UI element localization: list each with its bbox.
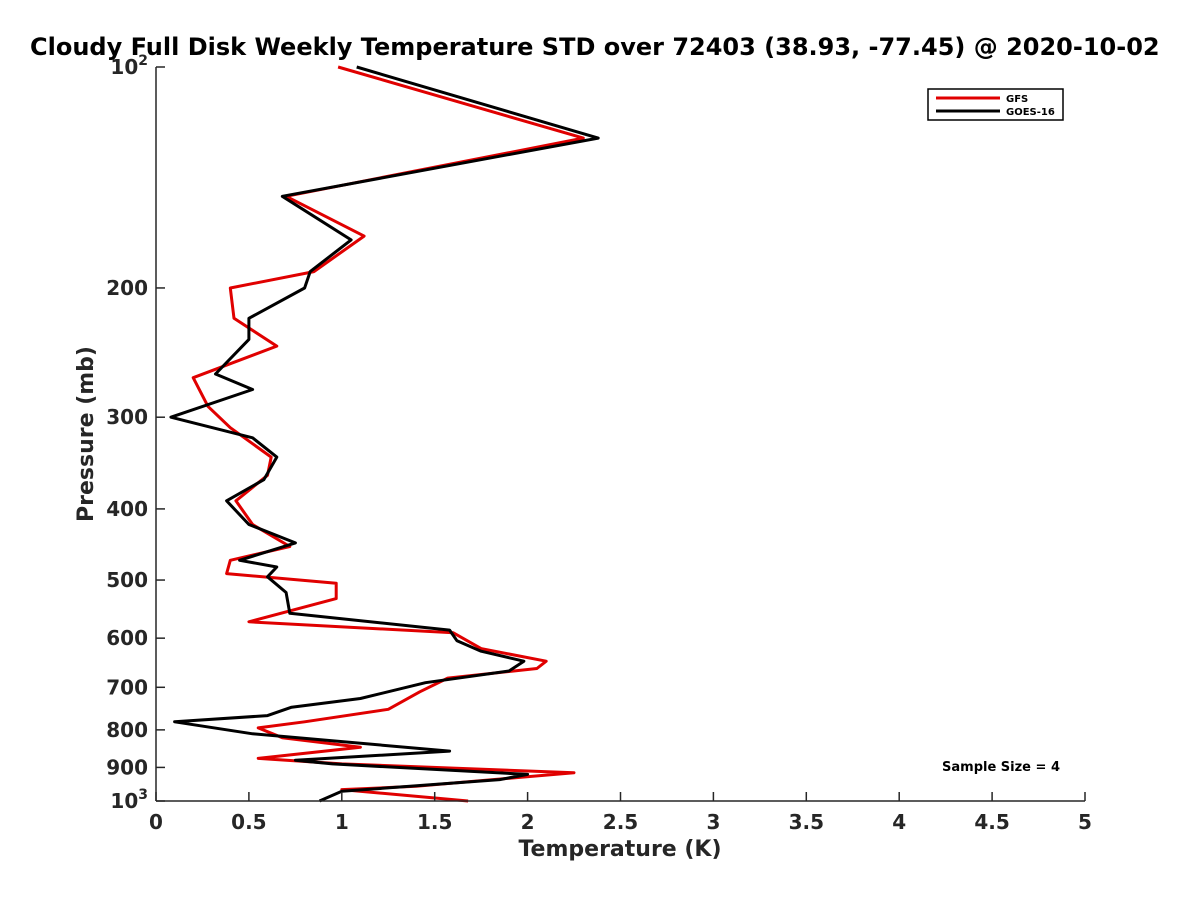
y-tick-label: 700 [106,675,148,699]
x-axis-title: Temperature (K) [518,837,721,862]
y-tick-label: 102 [110,53,148,79]
y-axis-title: Pressure (mb) [74,346,99,522]
x-tick-label: 2 [521,810,535,834]
y-tick-label: 300 [106,405,148,429]
y-tick-label: 103 [110,787,148,813]
legend: GFS GOES-16 [927,88,1064,121]
legend-box [927,88,1064,121]
y-tick-label: 600 [106,626,148,650]
y-tick-label: 800 [106,718,148,742]
x-tick-label: 3.5 [789,810,824,834]
legend-label: GOES-16 [1006,107,1055,118]
y-ticks: 102 200 300 400 500 600 700 800 900 103 [106,53,165,813]
plot-lines [169,65,600,803]
x-tick-label: 5 [1078,810,1092,834]
y-tick-label: 200 [106,276,148,300]
x-tick-label: 0.5 [231,810,266,834]
chart-title: Cloudy Full Disk Weekly Temperature STD … [30,33,1160,61]
x-tick-label: 3 [706,810,720,834]
y-tick-label: 900 [106,755,148,779]
x-tick-label: 4 [892,810,906,834]
series-line-gfs [191,65,585,803]
series-line-goes-16 [169,65,600,803]
x-tick-label: 1.5 [417,810,452,834]
legend-label: GFS [1006,94,1028,105]
x-tick-label: 4.5 [974,810,1009,834]
x-tick-label: 0 [149,810,163,834]
x-ticks: 0 0.5 1 1.5 2 2.5 3 3.5 4 4.5 5 [149,792,1092,834]
axes [155,67,1085,802]
sample-size-annotation: Sample Size = 4 [942,760,1060,775]
y-tick-label: 500 [106,568,148,592]
x-tick-label: 2.5 [603,810,638,834]
x-tick-label: 1 [335,810,349,834]
y-tick-label: 400 [106,497,148,521]
